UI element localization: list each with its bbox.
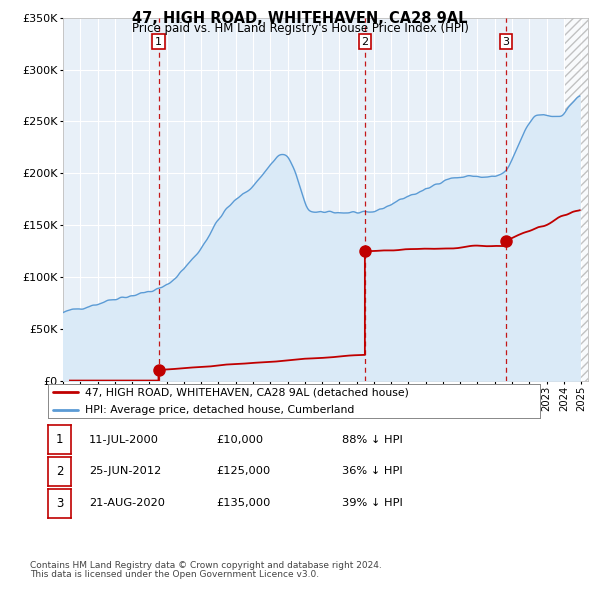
Text: 3: 3 bbox=[56, 497, 63, 510]
Text: Contains HM Land Registry data © Crown copyright and database right 2024.: Contains HM Land Registry data © Crown c… bbox=[30, 560, 382, 569]
Text: 2: 2 bbox=[56, 465, 63, 478]
Text: 2: 2 bbox=[361, 37, 368, 47]
Text: 1: 1 bbox=[56, 433, 63, 446]
Text: £135,000: £135,000 bbox=[216, 499, 271, 508]
Text: £125,000: £125,000 bbox=[216, 467, 270, 476]
Text: 3: 3 bbox=[502, 37, 509, 47]
Text: 1: 1 bbox=[155, 37, 162, 47]
Text: 25-JUN-2012: 25-JUN-2012 bbox=[89, 467, 161, 476]
Text: £10,000: £10,000 bbox=[216, 435, 263, 444]
Text: 47, HIGH ROAD, WHITEHAVEN, CA28 9AL (detached house): 47, HIGH ROAD, WHITEHAVEN, CA28 9AL (det… bbox=[85, 387, 409, 397]
Text: 88% ↓ HPI: 88% ↓ HPI bbox=[342, 435, 403, 444]
Text: 21-AUG-2020: 21-AUG-2020 bbox=[89, 499, 165, 508]
Text: Price paid vs. HM Land Registry's House Price Index (HPI): Price paid vs. HM Land Registry's House … bbox=[131, 22, 469, 35]
Text: 39% ↓ HPI: 39% ↓ HPI bbox=[342, 499, 403, 508]
Text: This data is licensed under the Open Government Licence v3.0.: This data is licensed under the Open Gov… bbox=[30, 570, 319, 579]
Text: 11-JUL-2000: 11-JUL-2000 bbox=[89, 435, 159, 444]
Text: 47, HIGH ROAD, WHITEHAVEN, CA28 9AL: 47, HIGH ROAD, WHITEHAVEN, CA28 9AL bbox=[132, 11, 468, 25]
Text: HPI: Average price, detached house, Cumberland: HPI: Average price, detached house, Cumb… bbox=[85, 405, 354, 415]
Bar bbox=[565, 18, 588, 381]
Text: 36% ↓ HPI: 36% ↓ HPI bbox=[342, 467, 403, 476]
